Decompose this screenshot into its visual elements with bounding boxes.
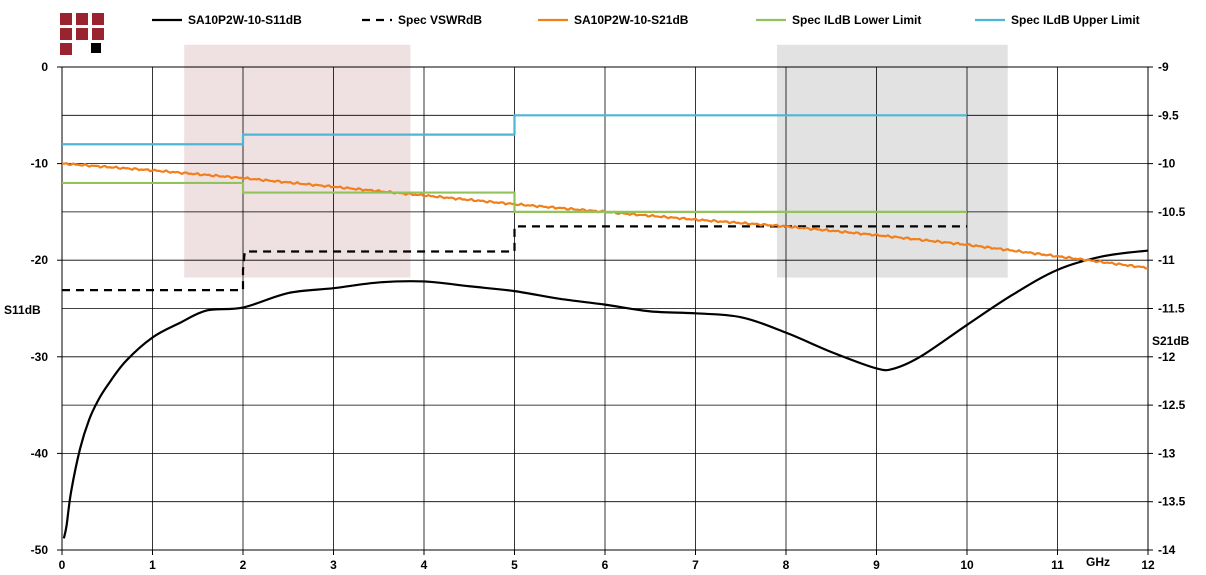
- left-tick-label: -50: [31, 543, 49, 557]
- x-tick-label: 3: [330, 558, 337, 572]
- x-unit-label: GHz: [1086, 555, 1110, 569]
- x-tick-label: 6: [602, 558, 609, 572]
- right-tick-label: -9: [1158, 60, 1169, 74]
- left-tick-label: -20: [31, 253, 49, 267]
- x-tick-label: 4: [421, 558, 428, 572]
- legend: SA10P2W-10-S11dB Spec VSWRdB SA10P2W-10-S2…: [152, 13, 1140, 27]
- logo-square: [92, 28, 104, 40]
- x-tick-label: 1: [149, 558, 156, 572]
- logo-square: [60, 43, 72, 55]
- x-tick-label: 9: [873, 558, 880, 572]
- legend-label: SA10P2W-10-S21dB: [574, 13, 689, 27]
- x-tick-label: 5: [511, 558, 518, 572]
- right-tick-label: -10.5: [1158, 205, 1186, 219]
- logo-square: [60, 28, 72, 40]
- series-group: [61, 114, 1149, 539]
- logo-square: [76, 28, 88, 40]
- logo-square: [60, 13, 72, 25]
- logo-square: [76, 13, 88, 25]
- right-tick-label: -12.5: [1158, 398, 1186, 412]
- legend-label: Spec ILdB Upper Limit: [1011, 13, 1140, 27]
- logo-square: [91, 43, 101, 53]
- right-tick-label: -13: [1158, 446, 1176, 460]
- series-line-spec-ildb-lower-limit: [62, 181, 967, 213]
- left-tick-label: -10: [31, 157, 49, 171]
- x-tick-label: 2: [240, 558, 247, 572]
- highlight-band-2: [776, 44, 1008, 278]
- right-tick-label: -10: [1158, 157, 1176, 171]
- right-tick-label: -13.5: [1158, 495, 1186, 509]
- left-tick-labels: 0 -10 -20 -30 -40 -50: [31, 60, 49, 557]
- logo-square: [92, 13, 104, 25]
- right-tick-label: -11: [1158, 253, 1175, 267]
- logo: [60, 13, 104, 55]
- left-tick-label: -40: [31, 446, 49, 460]
- x-tick-label: 12: [1141, 558, 1155, 572]
- x-tick-label: 10: [960, 558, 974, 572]
- legend-label: Spec VSWRdB: [398, 13, 482, 27]
- legend-label: Spec ILdB Lower Limit: [792, 13, 921, 27]
- series-line-sa10p2w-10-s11db: [62, 249, 1149, 539]
- x-tick-label: 0: [59, 558, 66, 572]
- right-tick-label: -14: [1158, 543, 1176, 557]
- left-axis-title: S11dB: [4, 303, 41, 317]
- left-tick-label: 0: [41, 60, 48, 74]
- plot-frame: [57, 66, 1153, 555]
- x-tick-label: 7: [692, 558, 699, 572]
- right-tick-label: -12: [1158, 350, 1176, 364]
- right-tick-label: -9.5: [1158, 108, 1179, 122]
- highlight-band-1: [184, 44, 411, 278]
- highlight-bands: [184, 44, 1008, 278]
- right-tick-labels: -9 -9.5 -10 -10.5 -11 -11.5 -12 -12.5 -13 -13.5 -1…: [1158, 60, 1186, 557]
- left-tick-label: -30: [31, 350, 49, 364]
- series-line-spec-ildb-upper-limit: [62, 114, 967, 146]
- x-tick-label: 8: [783, 558, 790, 572]
- legend-label: SA10P2W-10-S11dB: [188, 13, 302, 27]
- right-tick-label: -11.5: [1158, 302, 1185, 316]
- x-tick-label: 11: [1051, 558, 1064, 572]
- x-tick-labels: 0 1 2 3 4 5 6 7 8 9 10 11 12: [59, 558, 1155, 572]
- right-axis-title: S21dB: [1152, 334, 1190, 348]
